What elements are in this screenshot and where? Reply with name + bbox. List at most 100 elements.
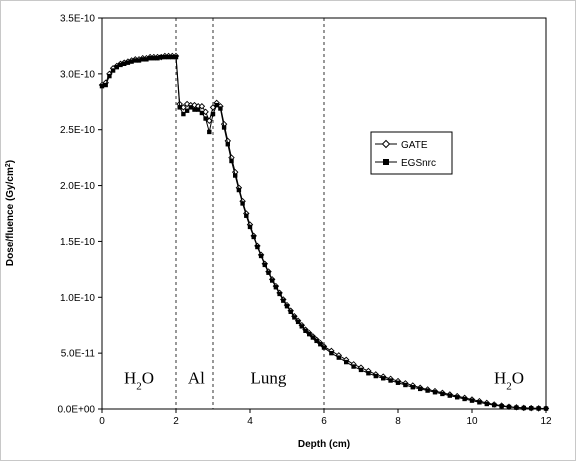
region-label-3: H2O xyxy=(494,368,524,392)
point-egsnrc-11 xyxy=(140,57,145,62)
point-egsnrc-37 xyxy=(236,187,242,193)
point-egsnrc-88 xyxy=(529,406,534,411)
region-label-0: H2O xyxy=(124,368,154,392)
point-egsnrc-17 xyxy=(162,54,168,60)
point-egsnrc-48 xyxy=(277,291,282,297)
point-egsnrc-24 xyxy=(188,105,193,110)
point-egsnrc-69 xyxy=(388,378,393,383)
point-egsnrc-90 xyxy=(543,406,549,411)
point-egsnrc-10 xyxy=(136,58,142,63)
x-tick-label-3: 6 xyxy=(321,416,327,427)
legend-marker-gate xyxy=(381,139,391,149)
point-egsnrc-54 xyxy=(299,324,304,329)
point-egsnrc-47 xyxy=(273,285,279,290)
point-egsnrc-87 xyxy=(521,405,526,411)
point-egsnrc-86 xyxy=(514,405,519,410)
point-egsnrc-84 xyxy=(499,404,504,409)
series-egsnrc xyxy=(99,54,549,411)
y-axis-title-close: ) xyxy=(5,160,16,163)
point-egsnrc-63 xyxy=(344,359,349,365)
region-label-0-main: H xyxy=(124,368,136,387)
region-label-3-subscript: 2 xyxy=(506,380,512,392)
point-egsnrc-33 xyxy=(221,125,227,130)
point-egsnrc-60 xyxy=(321,345,327,350)
point-egsnrc-46 xyxy=(270,278,275,283)
point-egsnrc-67 xyxy=(373,373,378,379)
point-egsnrc-35 xyxy=(229,158,234,164)
region-label-3-main: H xyxy=(494,368,506,387)
point-egsnrc-85 xyxy=(506,404,512,410)
x-tick-label-0: 0 xyxy=(99,416,105,427)
point-egsnrc-50 xyxy=(284,304,290,309)
x-tick-label-5: 10 xyxy=(466,416,478,427)
point-egsnrc-80 xyxy=(469,398,475,403)
point-egsnrc-34 xyxy=(225,142,230,147)
point-egsnrc-32 xyxy=(218,106,223,111)
point-egsnrc-30 xyxy=(210,111,216,117)
y-tick-label-1: 5.0E-11 xyxy=(61,349,96,360)
point-egsnrc-23 xyxy=(184,108,190,113)
point-egsnrc-2 xyxy=(107,73,112,79)
point-egsnrc-26 xyxy=(196,107,201,112)
point-egsnrc-7 xyxy=(125,60,131,65)
point-egsnrc-15 xyxy=(155,56,160,61)
y-axis: 0.0E+00 5.0E-11 1.0E-10 1.5E-10 2.0E-10 2.5E-… xyxy=(57,14,102,416)
point-egsnrc-38 xyxy=(240,201,245,206)
legend-label-gate: GATE xyxy=(401,140,428,151)
point-egsnrc-25 xyxy=(192,107,197,112)
point-egsnrc-45 xyxy=(266,270,271,275)
point-egsnrc-65 xyxy=(358,367,364,373)
legend: GATE EGSnrc xyxy=(370,131,453,175)
point-egsnrc-52 xyxy=(292,315,297,320)
point-egsnrc-22 xyxy=(181,111,186,117)
y-tick-label-4: 2.0E-10 xyxy=(60,181,95,192)
y-tick-label-2: 1.0E-10 xyxy=(60,293,95,304)
y-tick-label-6: 3.0E-10 xyxy=(60,69,95,80)
point-egsnrc-44 xyxy=(262,262,267,268)
point-egsnrc-74 xyxy=(425,388,430,393)
point-egsnrc-14 xyxy=(151,56,156,61)
legend-marker-egsnrc xyxy=(383,159,389,165)
point-egsnrc-19 xyxy=(170,54,175,60)
region-label-1-main: Al xyxy=(188,368,205,387)
point-egsnrc-79 xyxy=(462,396,467,402)
point-egsnrc-56 xyxy=(307,331,312,337)
point-egsnrc-13 xyxy=(147,56,153,61)
point-egsnrc-36 xyxy=(233,173,238,178)
point-egsnrc-76 xyxy=(440,391,445,397)
x-tick-label-6: 12 xyxy=(540,416,552,427)
point-egsnrc-53 xyxy=(295,319,301,325)
x-axis: 0 2 4 6 8 10 12 xyxy=(99,409,552,427)
point-egsnrc-61 xyxy=(329,350,334,356)
point-egsnrc-75 xyxy=(432,390,438,395)
point-egsnrc-40 xyxy=(247,224,253,230)
point-egsnrc-83 xyxy=(492,402,497,408)
point-egsnrc-43 xyxy=(258,253,264,259)
point-egsnrc-59 xyxy=(318,342,323,347)
point-egsnrc-5 xyxy=(118,62,123,68)
point-egsnrc-4 xyxy=(114,64,119,70)
point-egsnrc-58 xyxy=(314,338,319,344)
point-egsnrc-77 xyxy=(447,393,452,398)
point-egsnrc-3 xyxy=(110,68,116,73)
point-egsnrc-41 xyxy=(251,234,256,240)
point-egsnrc-57 xyxy=(310,335,316,340)
point-egsnrc-42 xyxy=(255,244,260,250)
region-label-0-subscript: 2 xyxy=(136,380,142,392)
x-axis-title: Depth (cm) xyxy=(298,439,350,450)
region-labels: H2O Al Lung H2O xyxy=(124,368,524,392)
point-egsnrc-81 xyxy=(477,400,482,405)
point-egsnrc-9 xyxy=(133,58,138,63)
point-egsnrc-71 xyxy=(403,382,408,388)
point-egsnrc-6 xyxy=(122,61,127,67)
point-egsnrc-1 xyxy=(103,82,108,88)
legend-box xyxy=(370,131,453,175)
point-egsnrc-68 xyxy=(381,376,386,381)
point-egsnrc-72 xyxy=(410,385,415,390)
point-egsnrc-20 xyxy=(173,54,179,60)
point-egsnrc-18 xyxy=(166,54,171,60)
point-egsnrc-51 xyxy=(288,309,293,315)
point-egsnrc-73 xyxy=(418,386,423,392)
y-tick-label-0: 0.0E+00 xyxy=(57,405,95,416)
region-label-2-main: Lung xyxy=(251,368,287,387)
